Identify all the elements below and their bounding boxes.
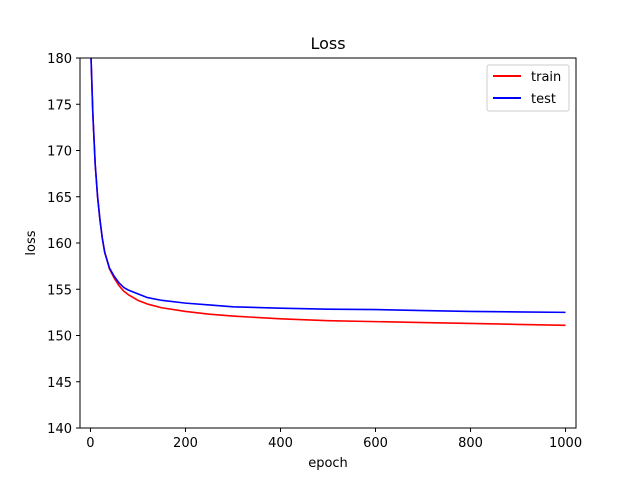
x-tick-label: 1000 xyxy=(549,436,582,451)
y-tick-label: 155 xyxy=(47,283,72,298)
y-tick-label: 150 xyxy=(47,330,72,345)
x-tick-label: 600 xyxy=(363,436,388,451)
x-tick-label: 0 xyxy=(86,436,94,451)
y-axis-label: loss xyxy=(24,230,39,255)
legend-label-test: test xyxy=(531,92,556,107)
legend: train test xyxy=(486,64,570,112)
y-tick-label: 175 xyxy=(47,98,72,113)
y-axis: 140 145 150 155 160 165 170 175 180 xyxy=(47,52,80,437)
y-tick-label: 180 xyxy=(47,52,72,67)
y-tick-label: 165 xyxy=(47,191,72,206)
plot-frame xyxy=(79,57,577,429)
x-axis-label: epoch xyxy=(308,456,348,471)
legend-label-train: train xyxy=(531,70,561,85)
y-tick-label: 160 xyxy=(47,237,72,252)
x-tick-label: 200 xyxy=(173,436,198,451)
x-tick-label: 400 xyxy=(268,436,293,451)
chart-title: Loss xyxy=(310,34,345,53)
x-axis: 0 200 400 600 800 1000 xyxy=(86,428,582,451)
series-line-test xyxy=(90,58,566,314)
series-layer xyxy=(90,58,566,327)
y-tick-label: 140 xyxy=(47,422,72,437)
y-tick-label: 145 xyxy=(47,376,72,391)
y-tick-label: 170 xyxy=(47,145,72,160)
x-tick-label: 800 xyxy=(458,436,483,451)
